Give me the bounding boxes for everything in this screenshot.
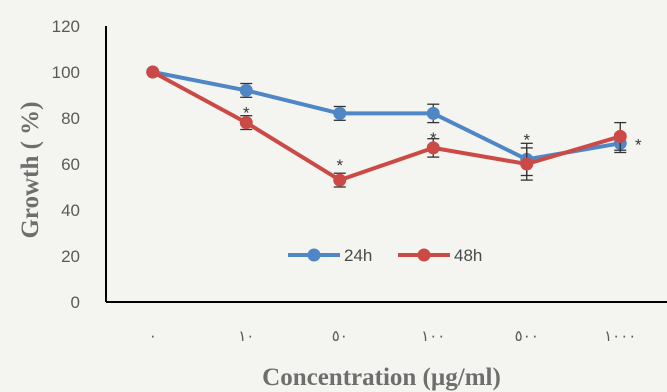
series-48h-group: * * * * * (146, 65, 642, 188)
data-point (426, 106, 440, 120)
x-tick-label: ٠ (149, 327, 157, 345)
y-tick-label: 20 (61, 247, 80, 266)
y-tick-label: 40 (61, 201, 80, 220)
x-tick-label: ٥٠٠ (515, 327, 539, 345)
x-axis-ticks: ٠ ١٠ ٥٠ ١٠٠ ٥٠٠ ١٠٠٠ (149, 327, 637, 345)
series-layer: * * * * * (146, 65, 642, 188)
significance-marker: * (243, 104, 250, 123)
y-axis-ticks: 0 20 40 60 80 100 120 (52, 17, 80, 312)
legend-label: 24h (344, 246, 372, 265)
legend: 24h 48h (288, 246, 482, 265)
x-axis-title: Concentration (µg/ml) (262, 364, 501, 391)
x-tick-label: ١٠٠ (421, 327, 445, 345)
series-24h-group (146, 65, 627, 177)
x-tick-label: ١٠ (238, 327, 254, 345)
data-point (333, 106, 347, 120)
legend-item: 24h (288, 246, 372, 265)
data-point (239, 116, 253, 130)
y-axis-title: Growth ( %) (17, 101, 44, 238)
series-line (151, 70, 621, 183)
x-tick-label: ١٠٠٠ (604, 327, 636, 345)
y-tick-label: 0 (71, 293, 80, 312)
series-line (152, 70, 621, 162)
significance-marker: * (523, 130, 530, 149)
data-point (520, 157, 534, 171)
significance-marker: * (336, 156, 343, 175)
data-point (333, 173, 347, 187)
significance-marker: * (430, 129, 437, 148)
data-point (426, 141, 440, 155)
x-tick-label: ٥٠ (332, 327, 348, 345)
legend-label: 48h (454, 246, 482, 265)
data-point (613, 129, 627, 143)
data-point (146, 65, 160, 79)
data-point (239, 83, 253, 97)
y-tick-label: 80 (61, 109, 80, 128)
y-tick-label: 100 (52, 63, 80, 82)
y-tick-label: 60 (61, 155, 80, 174)
y-tick-label: 120 (52, 17, 80, 36)
legend-item: 48h (398, 246, 482, 265)
significance-marker: * (635, 135, 642, 154)
